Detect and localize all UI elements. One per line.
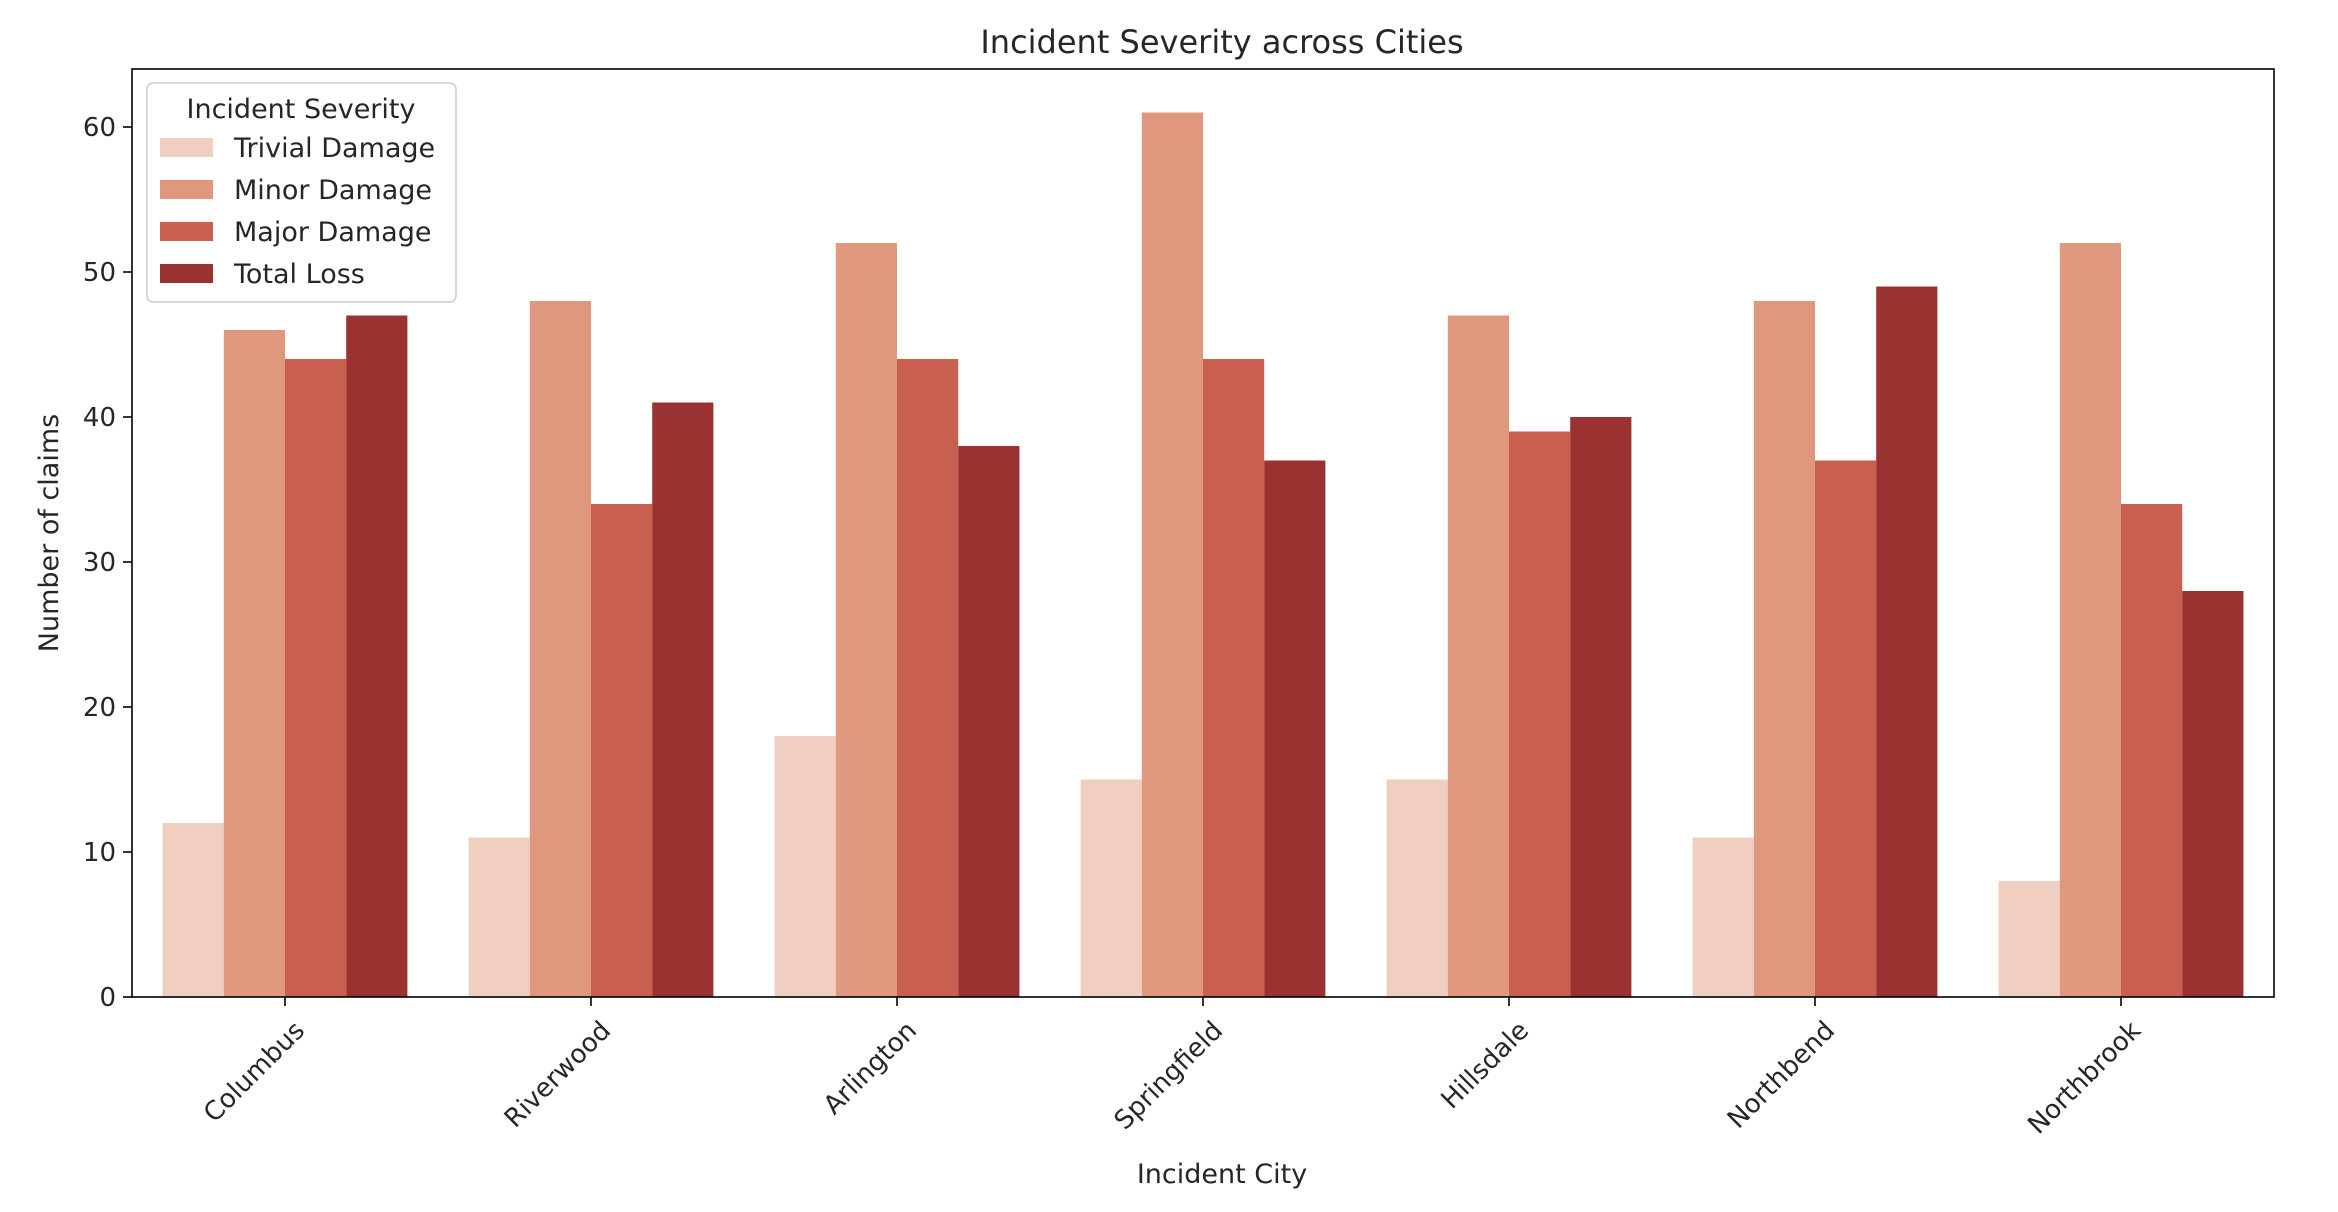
bar-minor-damage-northbend — [1753, 301, 1815, 997]
x-tick-label-arlington: Arlington — [818, 1016, 923, 1121]
legend-items: Trivial Damage Minor Damage Major Damage To… — [160, 133, 435, 290]
legend: Incident Severity Trivial Damage Minor Da… — [146, 82, 457, 303]
bar-trivial-damage-arlington — [774, 736, 836, 997]
bar-major-damage-northbend — [1815, 460, 1877, 997]
bar-trivial-damage-columbus — [162, 823, 224, 997]
legend-swatch-trivial-damage — [160, 138, 213, 157]
x-axis: Columbus Riverwood Arlington Springfield Hil… — [198, 997, 2147, 1140]
legend-title: Incident Severity — [187, 94, 416, 125]
x-tick-label-columbus: Columbus — [198, 1016, 311, 1129]
bar-major-damage-northbrook — [2121, 504, 2183, 997]
legend-label-trivial-damage: Trivial Damage — [233, 133, 435, 164]
bar-total-loss-springfield — [1264, 460, 1326, 997]
bar-total-loss-northbrook — [2182, 591, 2244, 997]
legend-swatch-minor-damage — [160, 180, 213, 199]
bar-total-loss-riverwood — [652, 402, 714, 997]
bar-minor-damage-springfield — [1141, 112, 1203, 997]
bar-major-damage-arlington — [897, 359, 959, 997]
x-tick-label-hillsdale: Hillsdale — [1436, 1016, 1535, 1115]
bar-minor-damage-hillsdale — [1447, 315, 1509, 997]
bar-major-damage-springfield — [1203, 359, 1265, 997]
legend-swatch-major-damage — [160, 222, 213, 241]
bar-total-loss-arlington — [958, 446, 1020, 997]
bar-trivial-damage-northbend — [1692, 837, 1754, 997]
legend-label-total-loss: Total Loss — [233, 259, 365, 290]
legend-frame — [146, 82, 457, 303]
bar-total-loss-hillsdale — [1570, 417, 1632, 997]
bar-minor-damage-arlington — [835, 243, 897, 997]
legend-swatch-total-loss — [160, 264, 213, 283]
bar-trivial-damage-springfield — [1080, 779, 1142, 997]
x-tick-label-springfield: Springfield — [1109, 1016, 1229, 1136]
bar-major-damage-riverwood — [591, 504, 653, 997]
y-axis-label: Number of claims — [34, 414, 65, 652]
x-tick-label-northbend: Northbend — [1722, 1016, 1841, 1135]
bar-total-loss-columbus — [346, 315, 408, 997]
bar-trivial-damage-northbrook — [1998, 881, 2060, 997]
x-tick-label-riverwood: Riverwood — [499, 1016, 617, 1134]
bar-major-damage-columbus — [285, 359, 347, 997]
y-tick-label: 20 — [83, 693, 116, 723]
y-tick-label: 30 — [83, 548, 116, 578]
y-axis: 0 10 20 30 40 50 60 — [83, 113, 132, 1013]
bar-trivial-damage-riverwood — [468, 837, 530, 997]
x-axis-label: Incident City — [1137, 1159, 1307, 1190]
bar-minor-damage-riverwood — [529, 301, 591, 997]
legend-label-minor-damage: Minor Damage — [234, 175, 432, 206]
y-tick-label: 40 — [83, 403, 116, 433]
bar-minor-damage-northbrook — [2059, 243, 2121, 997]
bar-major-damage-hillsdale — [1509, 431, 1571, 997]
bars-layer — [162, 112, 2244, 997]
bar-total-loss-northbend — [1876, 286, 1938, 997]
legend-label-major-damage: Major Damage — [234, 217, 431, 248]
x-tick-label-northbrook: Northbrook — [2022, 1016, 2147, 1141]
chart-title: Incident Severity across Cities — [980, 23, 1463, 61]
bar-trivial-damage-hillsdale — [1386, 779, 1448, 997]
y-tick-label: 60 — [83, 113, 116, 143]
y-tick-label: 0 — [99, 983, 116, 1013]
y-tick-label: 50 — [83, 258, 116, 288]
bar-minor-damage-columbus — [223, 330, 285, 997]
y-tick-label: 10 — [83, 838, 116, 868]
plot-frame — [131, 68, 2275, 998]
